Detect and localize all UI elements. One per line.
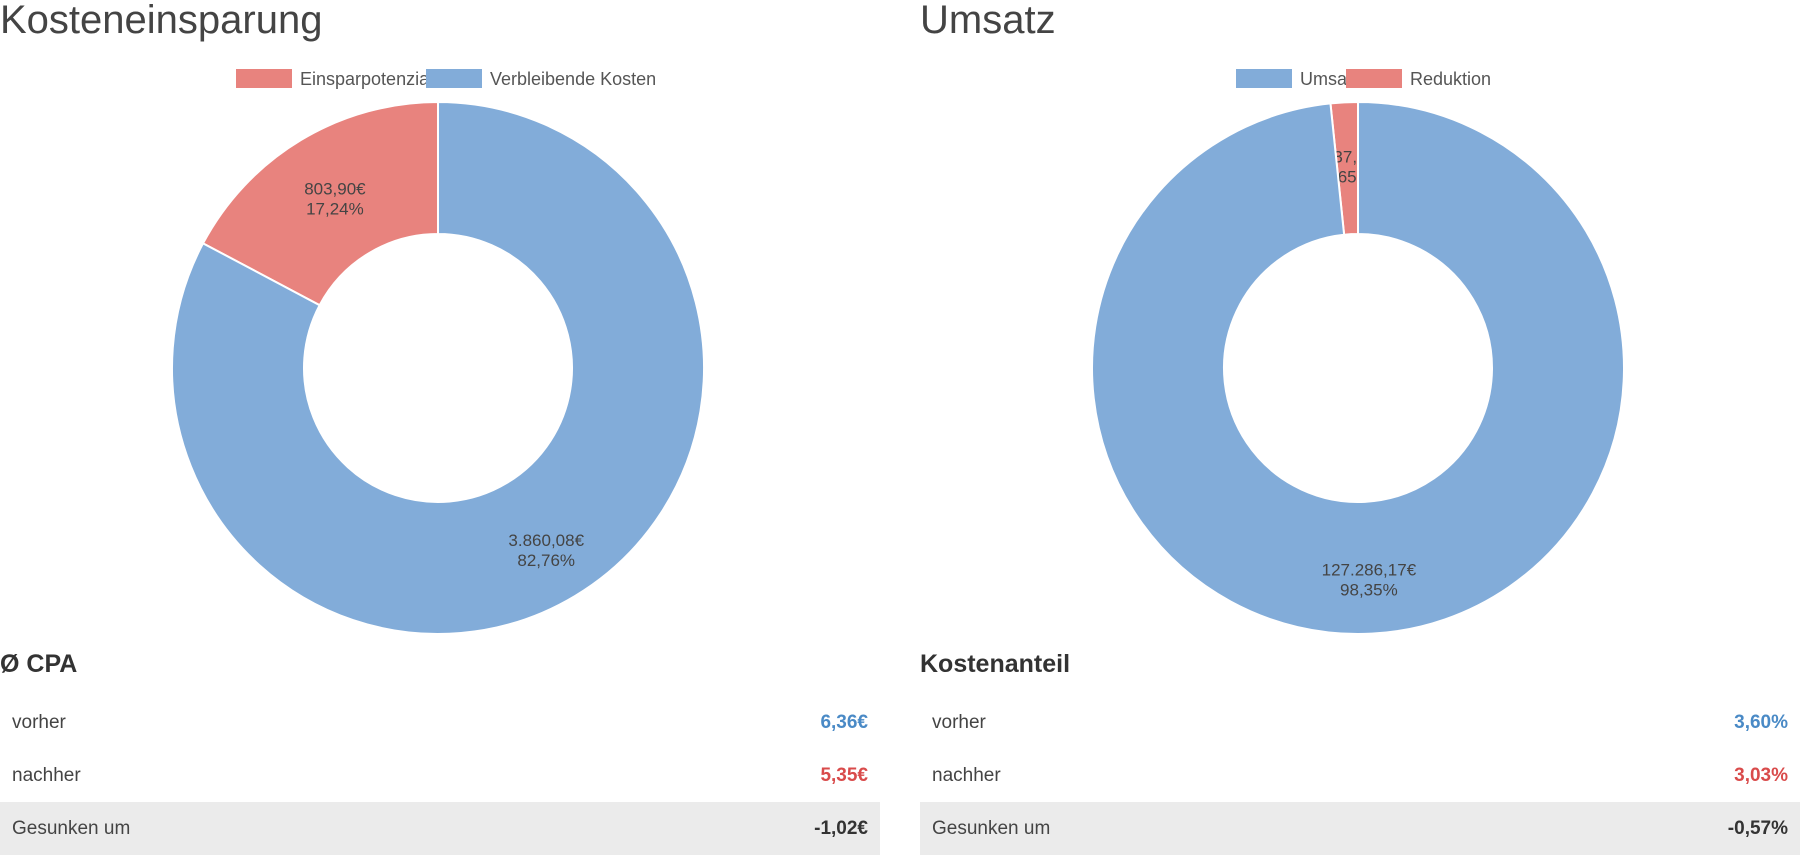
- table-row-before: vorher 3,60%: [920, 696, 1800, 749]
- table-title: Kostenanteil: [920, 650, 1071, 678]
- table-row-after: nachher 3,03%: [920, 749, 1800, 802]
- table-row-before: vorher 6,36€: [0, 696, 880, 749]
- chart-legend: Einsparpotenzial Verbleibende Kosten: [236, 69, 656, 89]
- chart-title: Kosteneinsparung: [0, 0, 323, 42]
- row-label: nachher: [12, 764, 81, 786]
- row-value: -0,57%: [1727, 817, 1788, 839]
- cpa-table: vorher 6,36€ nachher 5,35€ Gesunken um -…: [0, 696, 880, 855]
- table-row-decrease: Gesunken um -0,57%: [920, 802, 1800, 855]
- slice-value-label: 3.860,08€: [508, 531, 584, 550]
- table-row-after: nachher 5,35€: [0, 749, 880, 802]
- legend-label-einsparpotenzial: Einsparpotenzial: [300, 69, 433, 89]
- revenue-panel: Umsatz Umsatz Reduktion 2.137,76€ 1,65% 127.…: [920, 0, 1800, 856]
- row-label: nachher: [932, 764, 1001, 786]
- table-title: Ø CPA: [0, 650, 78, 678]
- slice-percent-label: 98,35%: [1340, 581, 1398, 600]
- savings-panel: Kosteneinsparung Einsparpotenzial Verblei…: [0, 0, 880, 856]
- legend-swatch-reduktion: [1346, 69, 1402, 88]
- slice-verbleibende-kosten: [171, 100, 705, 635]
- row-value: 3,60%: [1734, 711, 1788, 733]
- slice-percent-label: 82,76%: [517, 551, 575, 570]
- legend-swatch-einsparpotenzial: [236, 69, 292, 88]
- slice-value-label: 803,90€: [304, 180, 366, 199]
- legend-swatch-verbleibende-kosten: [426, 69, 482, 88]
- table-row-decrease: Gesunken um -1,02€: [0, 802, 880, 855]
- savings-donut-chart: Einsparpotenzial Verbleibende Kosten 803,9…: [171, 69, 705, 635]
- chart-legend: Umsatz Reduktion: [1236, 69, 1491, 89]
- slice-einsparpotenzial: [201, 100, 439, 307]
- legend-label-umsatz: Umsatz: [1300, 69, 1361, 89]
- legend-label-reduktion: Reduktion: [1410, 69, 1491, 89]
- row-label: vorher: [12, 711, 66, 733]
- legend-label-verbleibende-kosten: Verbleibende Kosten: [490, 69, 656, 89]
- row-label: Gesunken um: [932, 817, 1051, 839]
- revenue-donut-chart: Umsatz Reduktion2.137,76€1,65%127.286,17€…: [1091, 69, 1625, 635]
- row-value: -1,02€: [814, 817, 868, 839]
- row-label: Gesunken um: [12, 817, 131, 839]
- legend-swatch-umsatz: [1236, 69, 1292, 88]
- row-value: 5,35€: [820, 764, 868, 786]
- row-value: 6,36€: [820, 711, 868, 733]
- slice-percent-label: 17,24%: [306, 200, 364, 219]
- row-value: 3,03%: [1734, 764, 1788, 786]
- slice-value-label: 127.286,17€: [1322, 561, 1417, 580]
- row-label: vorher: [932, 711, 986, 733]
- slice-umsatz: [1091, 100, 1625, 635]
- cost-share-table: vorher 3,60% nachher 3,03% Gesunken um -…: [920, 696, 1800, 855]
- chart-title: Umsatz: [920, 0, 1056, 42]
